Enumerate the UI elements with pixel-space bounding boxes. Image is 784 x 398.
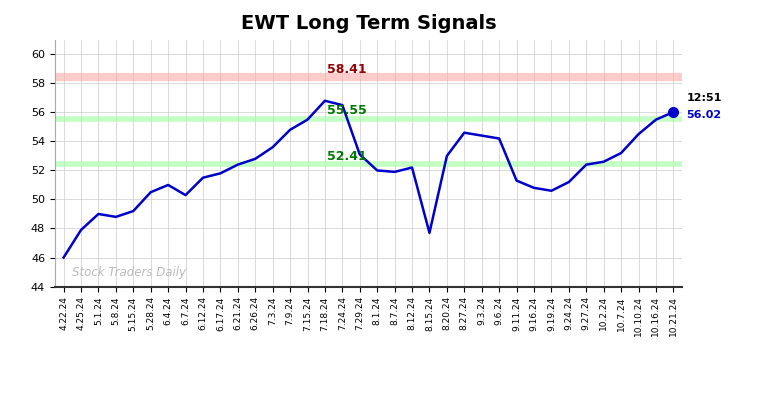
- Text: 55.55: 55.55: [327, 104, 367, 117]
- Title: EWT Long Term Signals: EWT Long Term Signals: [241, 14, 496, 33]
- Text: 52.41: 52.41: [327, 150, 367, 163]
- Text: 58.41: 58.41: [327, 62, 367, 76]
- Text: 12:51: 12:51: [686, 93, 721, 103]
- Text: Stock Traders Daily: Stock Traders Daily: [72, 266, 187, 279]
- Text: 56.02: 56.02: [686, 109, 721, 120]
